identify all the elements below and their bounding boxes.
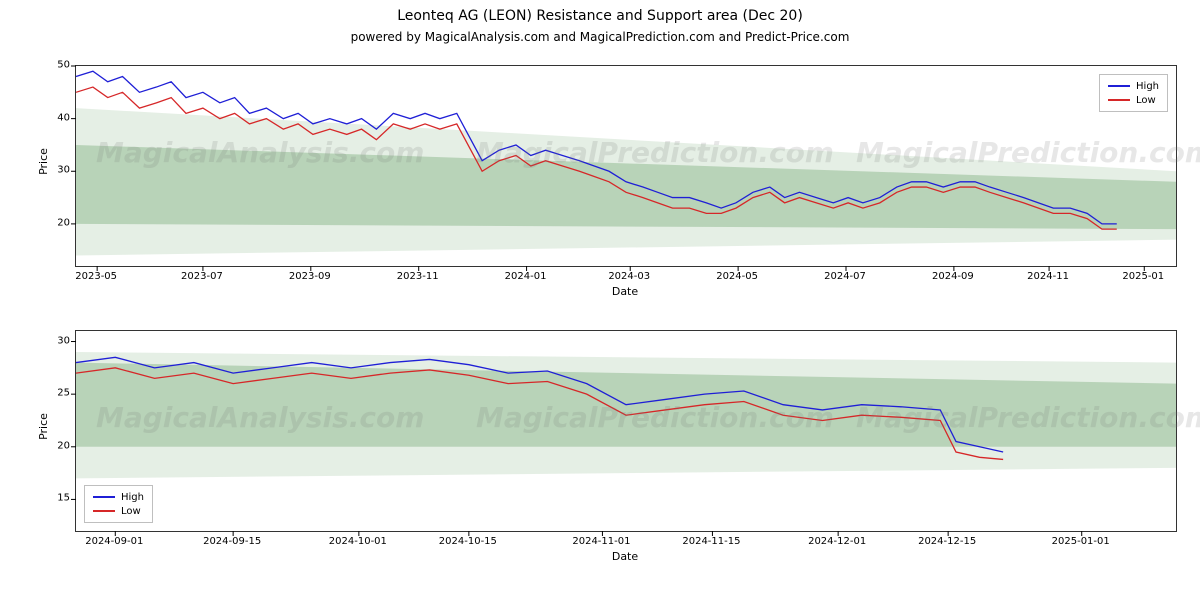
x-tick-label: 2024-11-01 [572, 536, 630, 547]
legend-swatch-high [93, 496, 115, 498]
bottom-chart-panel: MagicalAnalysis.com MagicalPrediction.co… [75, 330, 1177, 532]
legend-label: Low [1136, 95, 1156, 106]
x-tick-label: 2025-01 [1122, 271, 1164, 282]
x-tick-label: 2024-03 [608, 271, 650, 282]
main-title: Leonteq AG (LEON) Resistance and Support… [0, 8, 1200, 24]
x-tick-label: 2024-07 [824, 271, 866, 282]
y-tick-label: 50 [45, 60, 70, 71]
x-tick-label: 2023-07 [181, 271, 223, 282]
x-axis-label: Date [75, 550, 1175, 563]
x-tick-label: 2024-11-15 [682, 536, 740, 547]
sub-title: powered by MagicalAnalysis.com and Magic… [0, 30, 1200, 44]
x-tick-label: 2024-10-15 [439, 536, 497, 547]
y-tick-label: 40 [45, 112, 70, 123]
legend-label: High [121, 492, 144, 503]
x-tick-label: 2024-09-01 [85, 536, 143, 547]
x-tick-label: 2024-12-15 [918, 536, 976, 547]
x-tick-label: 2024-10-01 [329, 536, 387, 547]
x-tick-label: 2023-05 [75, 271, 117, 282]
legend-swatch-low [93, 510, 115, 512]
x-tick-label: 2024-05 [716, 271, 758, 282]
x-tick-label: 2024-09-15 [203, 536, 261, 547]
y-tick-label: 20 [45, 217, 70, 228]
legend-label: Low [121, 506, 141, 517]
y-tick-label: 15 [45, 493, 70, 504]
legend-swatch-high [1108, 85, 1130, 87]
x-tick-label: 2024-01 [505, 271, 547, 282]
legend-item-low: Low [93, 504, 144, 518]
y-tick-label: 25 [45, 388, 70, 399]
legend-item-high: High [93, 490, 144, 504]
figure: Leonteq AG (LEON) Resistance and Support… [0, 0, 1200, 600]
x-tick-label: 2024-11 [1027, 271, 1069, 282]
x-axis-label: Date [75, 285, 1175, 298]
y-tick-label: 30 [45, 165, 70, 176]
x-tick-label: 2023-11 [397, 271, 439, 282]
legend-item-low: Low [1108, 93, 1159, 107]
top-chart-svg [76, 66, 1176, 266]
bottom-chart-svg [76, 331, 1176, 531]
legend-swatch-low [1108, 99, 1130, 101]
x-tick-label: 2024-09 [932, 271, 974, 282]
x-tick-label: 2024-12-01 [808, 536, 866, 547]
y-tick-label: 20 [45, 440, 70, 451]
legend: High Low [84, 485, 153, 523]
legend: High Low [1099, 74, 1168, 112]
legend-label: High [1136, 81, 1159, 92]
top-chart-panel: MagicalAnalysis.com MagicalPrediction.co… [75, 65, 1177, 267]
x-tick-label: 2023-09 [289, 271, 331, 282]
y-axis-label: Price [37, 413, 50, 440]
legend-item-high: High [1108, 79, 1159, 93]
y-tick-label: 30 [45, 335, 70, 346]
x-tick-label: 2025-01-01 [1052, 536, 1110, 547]
